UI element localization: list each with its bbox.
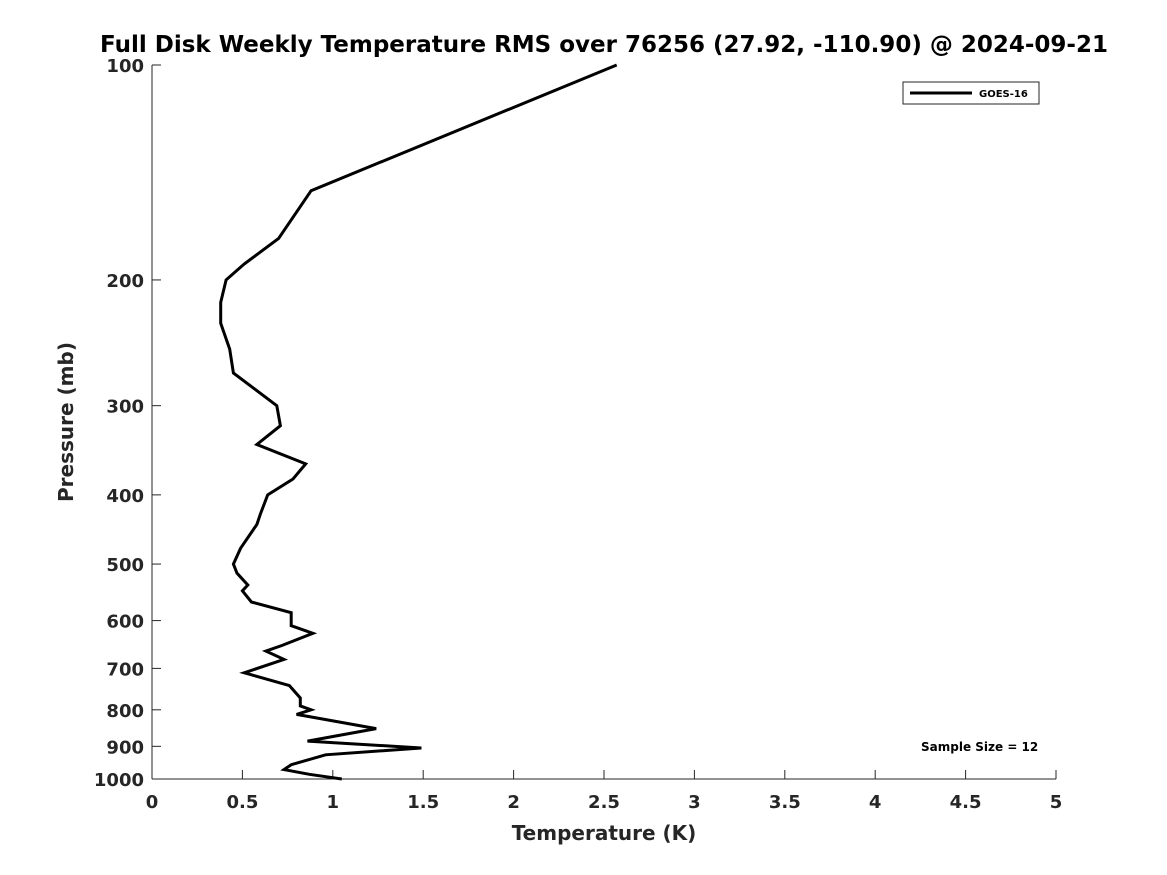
x-tick-label: 1 bbox=[327, 792, 340, 813]
y-ticks: 100 200 300 400 500 600 700 800 900 1000 bbox=[94, 56, 161, 791]
y-tick-label: 1000 bbox=[94, 770, 144, 791]
y-tick-label: 300 bbox=[106, 397, 144, 418]
x-tick-label: 3.5 bbox=[769, 792, 801, 813]
chart-title: Full Disk Weekly Temperature RMS over 76… bbox=[100, 32, 1108, 58]
y-tick-label: 200 bbox=[106, 271, 144, 292]
y-tick-label: 400 bbox=[106, 486, 144, 507]
legend: GOES-16 bbox=[902, 81, 1040, 105]
x-tick-label: 2 bbox=[507, 792, 520, 813]
x-axis-label: Temperature (K) bbox=[512, 821, 697, 845]
x-tick-label: 5 bbox=[1050, 792, 1063, 813]
x-tick-label: 0 bbox=[146, 792, 159, 813]
legend-label: GOES-16 bbox=[979, 89, 1028, 100]
x-ticks: 0 0.5 1 1.5 2 2.5 3 3.5 4 4.5 5 bbox=[146, 770, 1063, 813]
x-tick-label: 2.5 bbox=[588, 792, 620, 813]
sample-size-annotation: Sample Size = 12 bbox=[921, 740, 1038, 754]
series-line-goes-16 bbox=[219, 63, 618, 781]
y-axis-label: Pressure (mb) bbox=[54, 342, 78, 502]
x-tick-label: 4 bbox=[869, 792, 882, 813]
x-tick-label: 3 bbox=[688, 792, 701, 813]
x-tick-label: 0.5 bbox=[226, 792, 258, 813]
x-tick-label: 4.5 bbox=[950, 792, 982, 813]
axes bbox=[151, 65, 1056, 780]
y-tick-label: 900 bbox=[106, 737, 144, 758]
y-tick-label: 800 bbox=[106, 701, 144, 722]
y-tick-label: 500 bbox=[106, 555, 144, 576]
y-tick-label: 100 bbox=[106, 56, 144, 77]
series-group bbox=[219, 63, 618, 781]
y-tick-label: 700 bbox=[106, 659, 144, 680]
x-tick-label: 1.5 bbox=[407, 792, 439, 813]
y-tick-label: 600 bbox=[106, 612, 144, 633]
